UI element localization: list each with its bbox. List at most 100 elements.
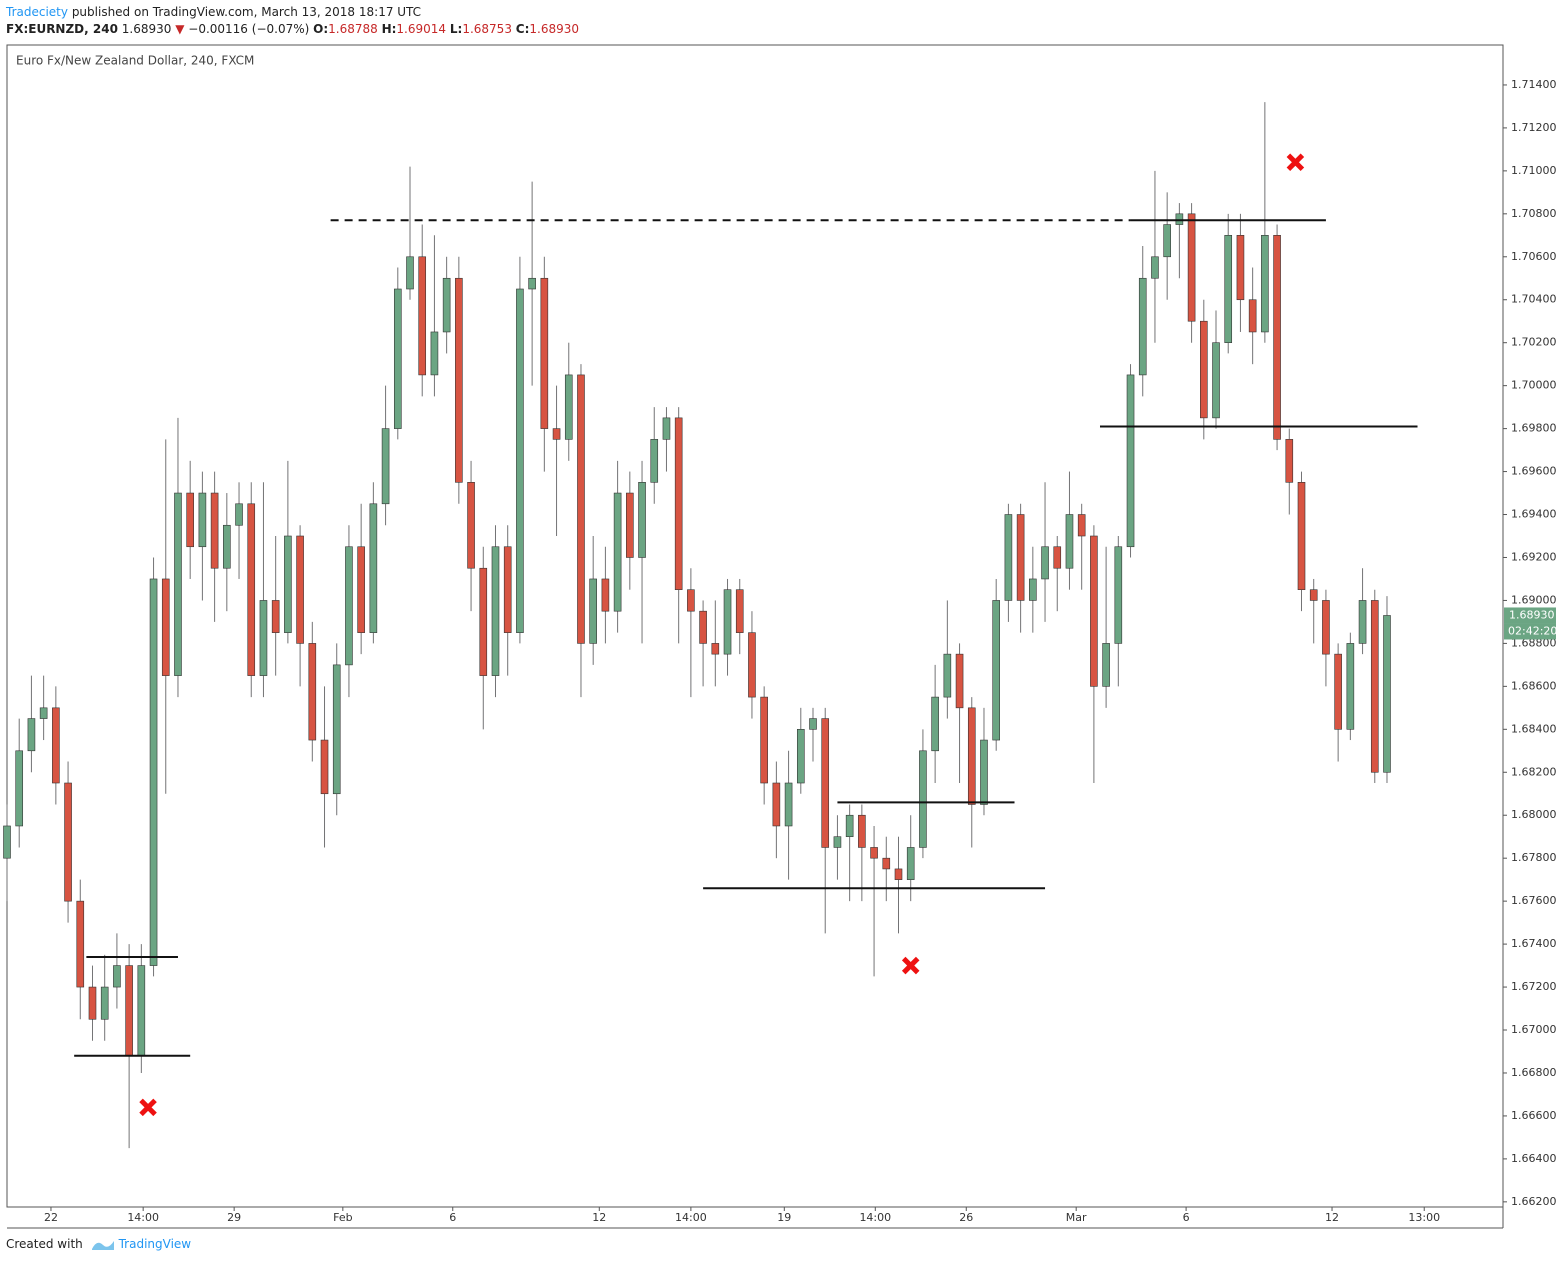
candle-body bbox=[601, 578, 610, 612]
candle-body bbox=[882, 857, 891, 870]
candle-body bbox=[174, 492, 182, 676]
candle-body bbox=[284, 535, 292, 633]
x-tick-label: Mar bbox=[1066, 1211, 1087, 1224]
candle-body bbox=[626, 492, 634, 558]
candle-body bbox=[113, 965, 121, 988]
c-value: 1.68930 bbox=[529, 22, 580, 36]
candle-body bbox=[955, 653, 964, 709]
y-tick-label: 1.66200 bbox=[1511, 1195, 1557, 1208]
y-tick-label: 1.71200 bbox=[1511, 121, 1557, 134]
change: −0.00116 (−0.07%) bbox=[188, 22, 310, 36]
header-line-2: FX:EURNZD, 240 1.68930 ▼ −0.00116 (−0.07… bbox=[6, 21, 579, 38]
candle-body bbox=[931, 696, 939, 752]
l-value: 1.68753 bbox=[462, 22, 512, 36]
arrow: ▼ bbox=[175, 22, 185, 36]
candle-body bbox=[1102, 643, 1110, 687]
candle-body bbox=[381, 428, 390, 505]
candle-body bbox=[760, 696, 768, 784]
header-line-1: Tradeciety published on TradingView.com,… bbox=[6, 4, 579, 21]
candle-body bbox=[723, 589, 732, 655]
candle-body bbox=[735, 589, 744, 633]
candle-body bbox=[980, 739, 988, 805]
candle-body bbox=[711, 643, 720, 655]
candle-body bbox=[1309, 589, 1318, 601]
candle-body bbox=[845, 814, 854, 838]
candle-body bbox=[748, 632, 756, 698]
y-tick-label: 1.66400 bbox=[1511, 1152, 1557, 1165]
x-tick-label: 12 bbox=[1325, 1211, 1339, 1224]
last-price-label: 1.68930 bbox=[1509, 608, 1555, 621]
header: Tradeciety published on TradingView.com,… bbox=[6, 4, 579, 38]
candle-body bbox=[1200, 320, 1208, 419]
candle-body bbox=[1090, 535, 1098, 687]
candle-body bbox=[699, 610, 707, 644]
candle-body bbox=[332, 664, 341, 795]
candle-body bbox=[223, 524, 231, 569]
candle-body bbox=[320, 739, 329, 795]
candle-body bbox=[27, 718, 36, 752]
candle-body bbox=[516, 288, 524, 633]
candle-body bbox=[64, 782, 72, 902]
candle-body bbox=[858, 814, 866, 848]
x-tick-label: Feb bbox=[333, 1211, 352, 1224]
y-tick-label: 1.68600 bbox=[1511, 679, 1557, 692]
candle-body bbox=[1224, 235, 1233, 343]
candle-body bbox=[15, 750, 24, 827]
candle-body bbox=[1248, 299, 1257, 333]
x-tick-label: 29 bbox=[227, 1211, 241, 1224]
y-tick-label: 1.68400 bbox=[1511, 722, 1557, 735]
candle-body bbox=[1297, 482, 1306, 591]
candle-body bbox=[1370, 600, 1379, 773]
candle-body bbox=[39, 707, 48, 719]
brand[interactable]: TradingView bbox=[118, 1237, 192, 1251]
candle-body bbox=[125, 965, 133, 1057]
candle-body bbox=[296, 535, 304, 644]
candle-body bbox=[1273, 235, 1281, 440]
candle-body bbox=[418, 256, 427, 376]
candle-body bbox=[1053, 546, 1062, 569]
y-tick-label: 1.67600 bbox=[1511, 894, 1557, 907]
candle-body bbox=[650, 439, 659, 483]
candle-body bbox=[1285, 439, 1294, 483]
candle-body bbox=[1016, 514, 1025, 601]
candle-body bbox=[406, 256, 414, 290]
y-tick-label: 1.70200 bbox=[1511, 336, 1557, 349]
price: 1.68930 bbox=[121, 22, 172, 36]
candle-body bbox=[479, 567, 488, 676]
symbol: FX:EURNZD, 240 bbox=[6, 22, 118, 36]
y-tick-label: 1.70600 bbox=[1511, 250, 1557, 263]
candle-body bbox=[455, 277, 463, 483]
y-tick-label: 1.68200 bbox=[1511, 765, 1557, 778]
countdown-label: 02:42:20 bbox=[1508, 624, 1557, 637]
candle-body bbox=[271, 600, 280, 633]
logo bbox=[91, 1240, 114, 1250]
candle-body bbox=[345, 546, 353, 666]
candle-body bbox=[1163, 224, 1171, 258]
candle-body bbox=[772, 782, 781, 827]
candle-body bbox=[1187, 213, 1196, 322]
y-tick-label: 1.67200 bbox=[1511, 980, 1557, 993]
y-tick-label: 1.70800 bbox=[1511, 207, 1557, 220]
candle-body bbox=[809, 718, 817, 730]
candle-body bbox=[1004, 514, 1013, 601]
last-price-box bbox=[1504, 607, 1556, 624]
author[interactable]: Tradeciety bbox=[6, 5, 68, 19]
candle-body bbox=[821, 718, 830, 848]
candle-body bbox=[870, 847, 878, 859]
x-marker bbox=[1286, 153, 1305, 172]
candle-body bbox=[52, 707, 60, 784]
x-tick-label: 13:00 bbox=[1408, 1211, 1440, 1224]
published: published on TradingView.com, March 13, … bbox=[71, 5, 422, 19]
l-label: L: bbox=[449, 22, 463, 36]
x-tick-label: 6 bbox=[1183, 1211, 1190, 1224]
candle-body bbox=[161, 578, 170, 676]
y-tick-label: 1.69200 bbox=[1511, 550, 1557, 563]
o-label: O: bbox=[313, 22, 329, 36]
candle-body bbox=[430, 331, 439, 376]
candle-body bbox=[210, 492, 219, 569]
x-tick-label: 19 bbox=[777, 1211, 791, 1224]
candle-body bbox=[235, 503, 243, 526]
candle-body bbox=[967, 707, 976, 805]
